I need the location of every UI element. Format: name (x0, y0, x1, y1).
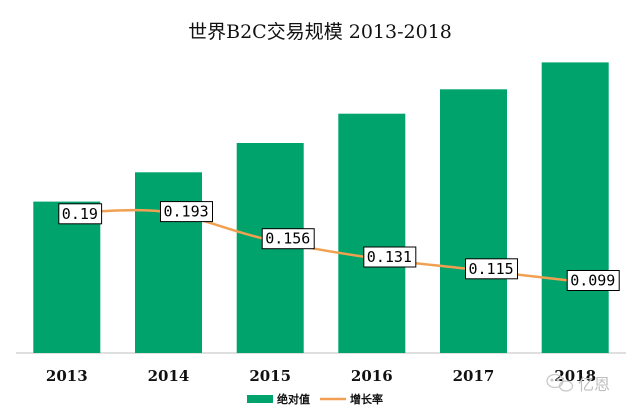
chart-title: 世界B2C交易规模 2013-2018 (188, 21, 452, 43)
legend: 绝对值 增长率 (247, 392, 383, 406)
data-label-box-2014 (160, 201, 213, 223)
x-tick-label-2013: 2013 (46, 367, 88, 385)
data-label-box-2016 (363, 246, 417, 268)
x-tick-label-2016: 2016 (351, 367, 393, 385)
bar-2013 (33, 201, 101, 353)
x-tick-label-2014: 2014 (148, 367, 190, 385)
x-tick-label-2017: 2017 (453, 367, 495, 385)
bar-2014 (135, 172, 202, 353)
wechat-icon (546, 373, 574, 392)
data-label-2017: 0.115 (469, 260, 514, 278)
bar-2017 (440, 89, 507, 354)
data-label-group: 0.19 0.193 0.156 0.131 0.115 0.099 (58, 201, 620, 291)
data-label-box-2017 (465, 258, 518, 280)
data-label-2018: 0.099 (570, 272, 615, 290)
bar-2018 (541, 62, 609, 354)
bar-2016 (338, 113, 406, 353)
data-label-box-2018 (566, 270, 620, 291)
watermark-text: 亿恩 (578, 375, 610, 394)
data-label-2015: 0.156 (265, 230, 310, 248)
data-label-box-2013 (58, 203, 103, 225)
data-label-2013: 0.19 (62, 205, 98, 223)
legend-line-label: 增长率 (350, 392, 383, 406)
data-label-2016: 0.131 (367, 248, 412, 266)
legend-bar-label: 绝对值 (277, 392, 310, 406)
watermark: 亿恩 (546, 373, 610, 394)
legend-bar-swatch (247, 395, 273, 403)
x-tick-label-2015: 2015 (249, 367, 291, 385)
data-label-box-2015 (261, 228, 315, 250)
data-label-2014: 0.193 (164, 203, 209, 221)
